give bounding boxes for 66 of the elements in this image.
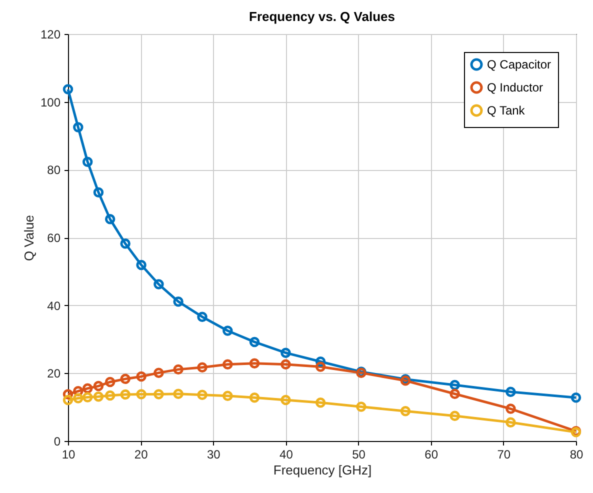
x-axis-title: Frequency [GHz] <box>273 462 372 478</box>
point <box>222 359 233 370</box>
point <box>173 296 184 307</box>
legend-label: Q Inductor <box>487 80 544 94</box>
point <box>93 391 104 402</box>
x-tick-label: 30 <box>206 448 221 462</box>
x-tick-label: 40 <box>280 448 294 462</box>
y-tick-label: 120 <box>40 28 61 42</box>
y-axis-title: Q Value <box>21 214 36 262</box>
legend-label: Q Capacitor <box>487 58 552 72</box>
point <box>280 348 291 358</box>
point <box>222 390 233 402</box>
point <box>136 260 146 270</box>
point <box>120 389 130 400</box>
point <box>154 389 164 400</box>
x-tick-label: 70 <box>497 448 511 462</box>
point <box>173 388 184 399</box>
point <box>450 410 460 422</box>
point <box>315 362 326 372</box>
point <box>280 394 291 406</box>
x-tick-label: 10 <box>62 448 76 462</box>
point <box>93 187 104 198</box>
point <box>173 364 184 375</box>
point <box>249 358 260 368</box>
point <box>249 392 260 403</box>
point <box>400 406 411 416</box>
point <box>249 336 260 348</box>
y-tick-label: 40 <box>47 298 61 313</box>
point <box>73 122 84 132</box>
point <box>104 390 116 401</box>
point <box>356 402 366 412</box>
point <box>450 380 460 390</box>
point <box>222 326 233 336</box>
point <box>93 380 104 392</box>
y-tick-label: 100 <box>40 95 61 110</box>
y-tick-label: 80 <box>47 163 61 178</box>
point <box>280 359 291 370</box>
point <box>506 417 516 428</box>
point <box>82 156 93 167</box>
point <box>136 371 146 382</box>
point <box>315 398 326 408</box>
y-tick-label: 20 <box>47 366 61 381</box>
point <box>82 383 93 394</box>
y-tick-label: 0 <box>54 434 61 448</box>
point <box>104 214 116 224</box>
point <box>197 362 208 373</box>
point <box>154 368 164 378</box>
chart-title: Frequency vs. Q Values <box>249 9 395 24</box>
point <box>104 376 116 388</box>
legend-label: Q Tank <box>487 104 526 118</box>
point <box>506 386 516 397</box>
x-tick-label: 80 <box>570 448 584 462</box>
point <box>197 312 208 322</box>
y-tick-label: 60 <box>47 231 61 245</box>
point <box>120 374 130 384</box>
x-tick-label: 60 <box>424 448 438 462</box>
x-tick-label: 50 <box>352 448 366 462</box>
point <box>450 388 460 399</box>
point <box>120 238 130 249</box>
point <box>136 389 146 400</box>
point <box>154 279 164 290</box>
point <box>82 392 93 402</box>
x-tick-label: 20 <box>134 448 148 462</box>
point <box>73 393 84 404</box>
point <box>197 390 208 400</box>
point <box>506 404 516 414</box>
